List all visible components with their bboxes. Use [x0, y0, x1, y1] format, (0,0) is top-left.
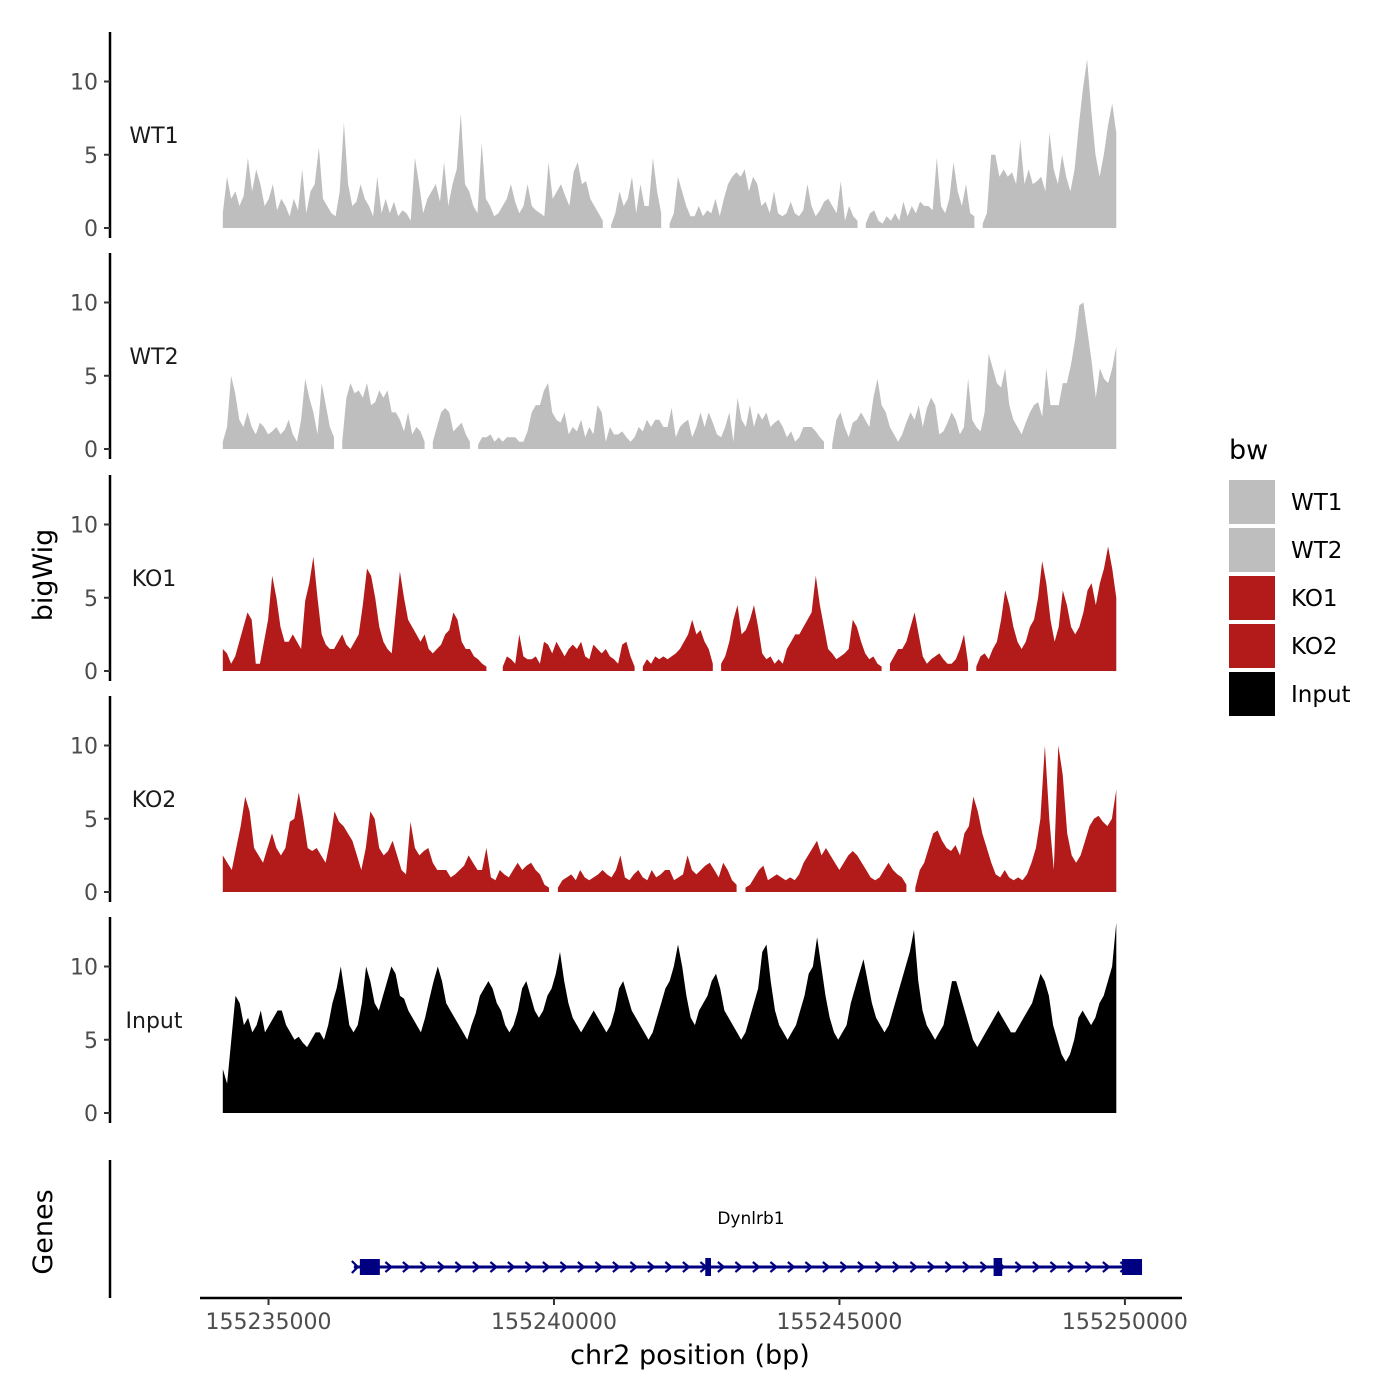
strand-arrow-icon	[664, 1261, 674, 1273]
legend-label-ko1: KO1	[1291, 586, 1338, 612]
strand-arrow-icon	[979, 1261, 989, 1273]
area-wt2	[222, 302, 1117, 449]
track-label-wt2: WT2	[129, 345, 178, 370]
area-wt1	[222, 59, 1117, 228]
strand-arrow-icon	[629, 1261, 639, 1273]
strand-arrow-icon	[962, 1261, 971, 1273]
track-label-ko1: KO1	[132, 567, 177, 592]
strand-arrow-icon	[612, 1261, 621, 1273]
x-tick-label: 155245000	[776, 1310, 902, 1335]
legend-label-wt1: WT1	[1291, 490, 1342, 516]
strand-arrow-icon	[419, 1261, 429, 1273]
strand-arrow-icon	[927, 1261, 936, 1273]
strand-arrow-icon	[1032, 1261, 1041, 1273]
y-tick-label: 0	[84, 660, 98, 685]
strand-arrow-icon	[874, 1261, 884, 1273]
genes-axis-title: Genes	[28, 1189, 59, 1274]
y-tick-label: 0	[84, 438, 98, 463]
legend-swatch-wt2	[1229, 528, 1275, 572]
strand-arrow-icon	[402, 1261, 411, 1273]
strand-arrow-icon	[577, 1261, 586, 1273]
track-wt2: 0 5 10 WT2	[70, 253, 1117, 463]
legend-swatch-ko2	[1229, 624, 1275, 668]
legend-swatch-input	[1229, 672, 1275, 716]
track-ko2: 0 5 10 KO2	[70, 696, 1117, 906]
legend-title: bw	[1229, 435, 1268, 466]
y-tick-label: 5	[84, 144, 98, 169]
x-tick-label: 155250000	[1062, 1310, 1188, 1335]
y-tick-label: 10	[70, 514, 98, 539]
area-ko1	[222, 546, 1117, 671]
y-tick-label: 5	[84, 1029, 98, 1054]
strand-arrow-icon	[454, 1261, 464, 1273]
x-axis-title: chr2 position (bp)	[570, 1340, 810, 1371]
legend-label-wt2: WT2	[1291, 538, 1342, 564]
strand-arrow-icon	[909, 1261, 919, 1273]
strand-arrow-icon	[489, 1261, 499, 1273]
x-tick-label: 155240000	[491, 1310, 617, 1335]
strand-arrow-icon	[507, 1261, 516, 1273]
y-tick-label: 10	[70, 292, 98, 317]
genes-panel: Dynlrb1	[108, 1160, 1143, 1298]
strand-arrow-icon	[717, 1261, 726, 1273]
track-ko1: 0 5 10 KO1	[70, 475, 1117, 685]
track-input: 0 5 10 Input	[70, 917, 1117, 1127]
y-tick-label: 0	[84, 1102, 98, 1127]
strand-arrow-icon	[542, 1261, 551, 1273]
strand-arrow-icon	[559, 1261, 569, 1273]
strand-arrow-icon	[804, 1261, 814, 1273]
y-tick-label: 10	[70, 735, 98, 760]
strand-arrow-icon	[1049, 1261, 1059, 1273]
area-input	[222, 922, 1117, 1113]
strand-arrow-icon	[524, 1261, 534, 1273]
legend-swatch-wt1	[1229, 480, 1275, 524]
exon	[705, 1258, 711, 1276]
strand-arrow-icon	[594, 1261, 604, 1273]
strand-arrow-icon	[822, 1261, 831, 1273]
strand-arrow-icon	[839, 1261, 849, 1273]
strand-arrow-icon	[1067, 1261, 1076, 1273]
strand-arrow-icon	[647, 1261, 656, 1273]
strand-arrow-icon	[787, 1261, 796, 1273]
strand-arrow-icon	[1102, 1261, 1111, 1273]
y-tick-label: 5	[84, 587, 98, 612]
strand-arrow-icon	[351, 1260, 360, 1274]
y-axis-title: bigWig	[28, 529, 59, 622]
strand-arrow-icon	[857, 1261, 866, 1273]
strand-arrow-icon	[752, 1261, 761, 1273]
track-label-ko2: KO2	[132, 788, 177, 813]
strand-arrow-icon	[734, 1261, 744, 1273]
area-ko2	[222, 745, 1117, 892]
legend: bw WT1 WT2 KO1 KO2 Input	[1229, 435, 1351, 716]
signal-tracks: 0 5 10 WT1 0 5 10 WT2 0 5 10 KO1 0 5 10 KO2 0 5 10 Input	[70, 32, 1117, 1127]
strand-arrow-icon	[769, 1261, 779, 1273]
track-label-wt1: WT1	[129, 124, 178, 149]
strand-arrow-icon	[437, 1261, 446, 1273]
y-tick-label: 10	[70, 956, 98, 981]
y-tick-label: 0	[84, 881, 98, 906]
x-axis: 155235000 155240000 155245000 155250000	[200, 1296, 1188, 1335]
y-tick-label: 5	[84, 365, 98, 390]
strand-arrow-icon	[1084, 1261, 1094, 1273]
strand-arrow-icon	[384, 1261, 394, 1273]
strand-arrow-icon	[892, 1261, 901, 1273]
gene-name-label: Dynlrb1	[717, 1209, 784, 1229]
exon	[993, 1258, 1003, 1276]
track-label-input: Input	[126, 1009, 183, 1034]
y-tick-label: 10	[70, 71, 98, 96]
legend-swatch-ko1	[1229, 576, 1275, 620]
legend-label-input: Input	[1291, 682, 1351, 708]
track-wt1: 0 5 10 WT1	[70, 32, 1117, 242]
exon	[359, 1259, 380, 1275]
legend-label-ko2: KO2	[1291, 634, 1338, 660]
strand-arrow-icon	[1014, 1261, 1024, 1273]
exon	[1122, 1259, 1143, 1275]
y-tick-label: 5	[84, 808, 98, 833]
strand-arrow-icon	[944, 1261, 954, 1273]
x-tick-label: 155235000	[206, 1310, 332, 1335]
strand-arrow-icon	[682, 1261, 691, 1273]
y-tick-label: 0	[84, 217, 98, 242]
strand-arrow-icon	[472, 1261, 481, 1273]
